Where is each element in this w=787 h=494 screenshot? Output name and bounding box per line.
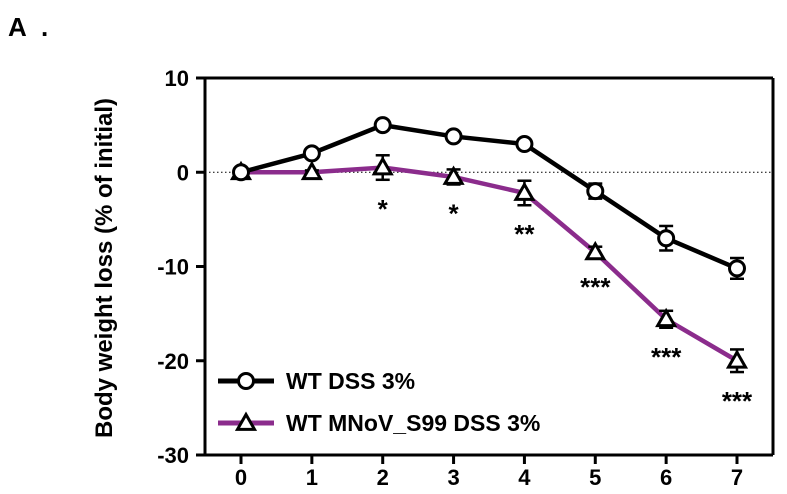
y-tick-label: 0 [177,160,189,185]
legend-entry: WT MNoV_S99 DSS 3% [218,410,540,436]
x-tick-label: 3 [447,465,459,490]
circle-marker [373,116,392,135]
circle-marker [444,127,463,146]
triangle-marker [725,349,749,369]
circle-marker [728,259,746,278]
triangle-marker [513,181,536,201]
x-tick-label: 7 [731,465,743,490]
significance-annotations: * ************ [378,194,753,416]
y-axis-label: Body weight loss (% of initial) [91,98,118,438]
x-tick-label: 1 [306,465,318,490]
circle-marker [515,134,534,153]
circle-marker [302,144,321,163]
x-tick-label: 5 [589,465,601,490]
legend-label: WT DSS 3% [286,368,415,394]
y-tick-label: -20 [157,349,189,374]
triangle-marker [442,165,465,185]
series-layer [229,116,749,374]
significance-marker: *** [580,272,611,302]
series-line [241,165,739,363]
legend-label: WT MNoV_S99 DSS 3% [286,410,540,436]
circle-marker [232,163,250,182]
y-tick-label: -30 [157,443,189,468]
x-tick-label: 6 [660,465,672,490]
triangle-marker [655,307,678,328]
x-tick-label: 4 [518,465,531,490]
axes: 10 0 -10 -20 -30 0 1 2 3 4 5 6 7 [157,66,775,490]
series-line [240,122,738,271]
significance-marker: * [449,199,460,229]
series-wt-dss [232,116,746,281]
circle-marker [657,229,676,248]
triangle-marker [234,411,258,431]
legend-entry: WT DSS 3% [218,368,415,394]
triangle-marker [300,160,323,181]
circle-marker [237,372,255,390]
significance-marker: ** [514,219,535,249]
y-tick-label: 10 [165,66,189,91]
x-tick-label: 2 [377,465,389,490]
triangle-marker [584,240,607,261]
panel-label: A . [8,12,53,42]
circle-marker [586,182,605,201]
significance-marker: * [378,194,389,224]
x-tick-label: 0 [235,465,247,490]
significance-marker: *** [722,386,753,416]
significance-marker: *** [651,342,682,372]
legend: WT DSS 3% WT MNoV_S99 DSS 3% [218,368,540,436]
y-tick-label: -10 [157,255,189,280]
triangle-marker [371,156,394,176]
series-wt-mnov-s99-dss [229,154,749,374]
